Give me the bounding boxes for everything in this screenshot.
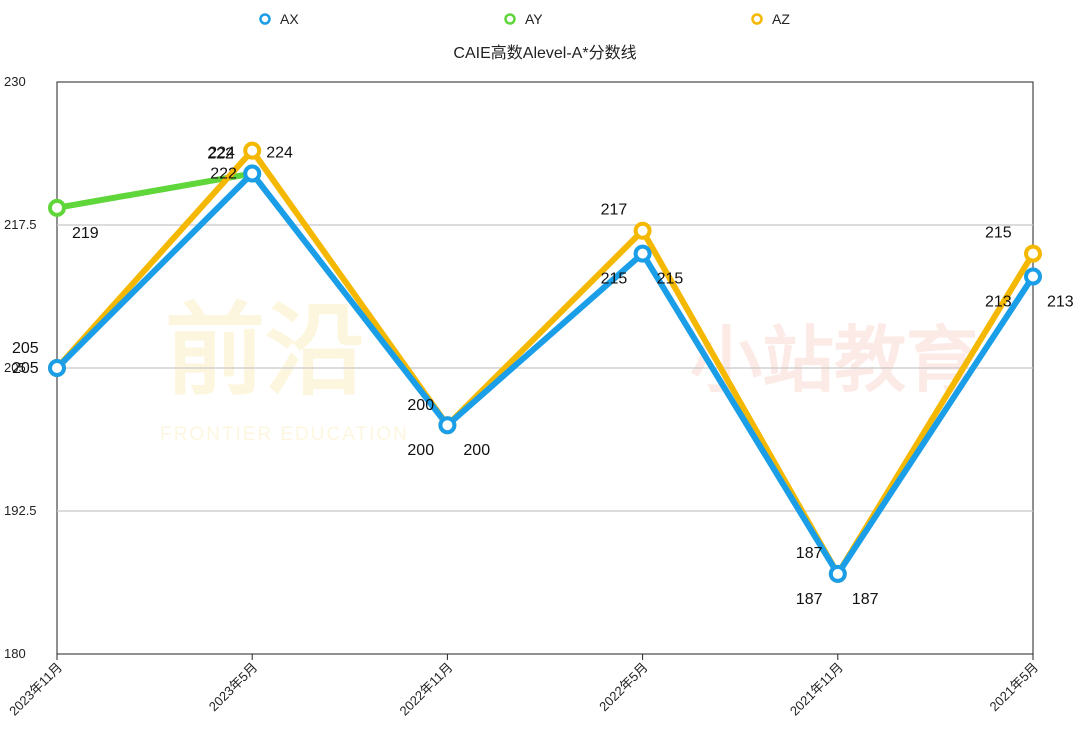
x-tick-label-1: 2023年5月 [206,660,261,715]
chart-title: CAIE高数Alevel-A*分数线 [453,44,636,62]
point-AZ-3 [633,221,652,240]
data-label-AZ-5: 215 [985,225,1012,242]
legend-label-AZ: AZ [772,11,790,27]
data-label-right-AZ-1: 224 [266,145,293,162]
x-tick-label-3: 2022年5月 [596,660,651,715]
legend[interactable]: AX AY AZ [259,11,791,27]
y-axis-ticks: 180 192.5 205 217.5 230 [4,74,37,661]
legend-label-AX: AX [280,11,299,27]
point-AX-0 [48,359,66,377]
point-AX-1 [243,164,262,183]
data-label-AX-0: 205 [12,360,39,377]
watermark-left-text: 前沿 [165,295,365,407]
point-AZ-5 [1024,244,1042,263]
point-AX-4 [828,564,847,583]
data-label-AX-4: 187 [796,591,823,608]
series-points [48,141,1042,583]
data-label-AZ-1: 224 [208,145,235,162]
legend-marker-AY [504,13,516,25]
y-tick-label-2: 205 [4,360,26,375]
legend-marker-AX [259,13,271,25]
y-tick-label-4: 230 [4,74,26,89]
data-label-AZ-2: 200 [407,397,434,414]
point-AY-0 [48,198,66,217]
data-label-right-AX-5: 213 [1047,293,1074,310]
x-axis-ticks: 2023年11月 2023年5月 2022年11月 2022年5月 2021年11月 20… [6,654,1041,719]
point-AX-5 [1024,267,1042,286]
watermark-left-subtext: FRONTIER EDUCATION [160,424,409,445]
data-label-AY-0: 219 [72,225,99,242]
y-tick-label-1: 192.5 [4,503,37,518]
data-label-right-AX-2: 200 [463,442,490,459]
legend-item-AY[interactable]: AY [504,11,544,27]
legend-label-AY: AY [525,11,543,27]
data-labels: 205 222 200 215 187 213 219 222 205 224 200 217 187 2… [12,145,1074,608]
y-tick-label-3: 217.5 [4,217,37,232]
x-tick-label-5: 2021年5月 [987,660,1042,715]
data-label-AX-3: 215 [601,271,628,288]
legend-marker-AZ [751,13,763,25]
series-line-AY [54,170,256,211]
legend-item-AZ[interactable]: AZ [751,11,791,27]
gridlines [57,224,1033,512]
data-label-AZ-4: 187 [796,545,823,562]
series-line-AX [54,170,1036,577]
x-tick-label-4: 2021年11月 [787,660,846,719]
watermark: 前沿 FRONTIER EDUCATION 小站教育 [160,295,978,445]
legend-item-AX[interactable]: AX [259,11,300,27]
data-label-AY-1: 222 [210,166,237,183]
data-label-AX-1: 222 [207,146,234,163]
series-lines [54,147,1036,577]
data-label-AZ-0: 205 [12,340,39,357]
x-tick-label-2: 2022年11月 [397,660,456,719]
point-AX-3 [633,244,652,263]
data-label-right-AX-4: 187 [852,591,879,608]
data-label-AZ-3: 217 [601,202,628,219]
y-tick-label-0: 180 [4,646,26,661]
data-label-AX-5: 213 [985,293,1012,310]
point-AX-2 [438,416,457,435]
x-tick-label-0: 2023年11月 [6,660,65,719]
data-label-right-AX-3: 215 [657,271,684,288]
watermark-right-text: 小站教育 [690,321,978,401]
data-label-AX-2: 200 [407,442,434,459]
point-AZ-1 [243,141,262,160]
